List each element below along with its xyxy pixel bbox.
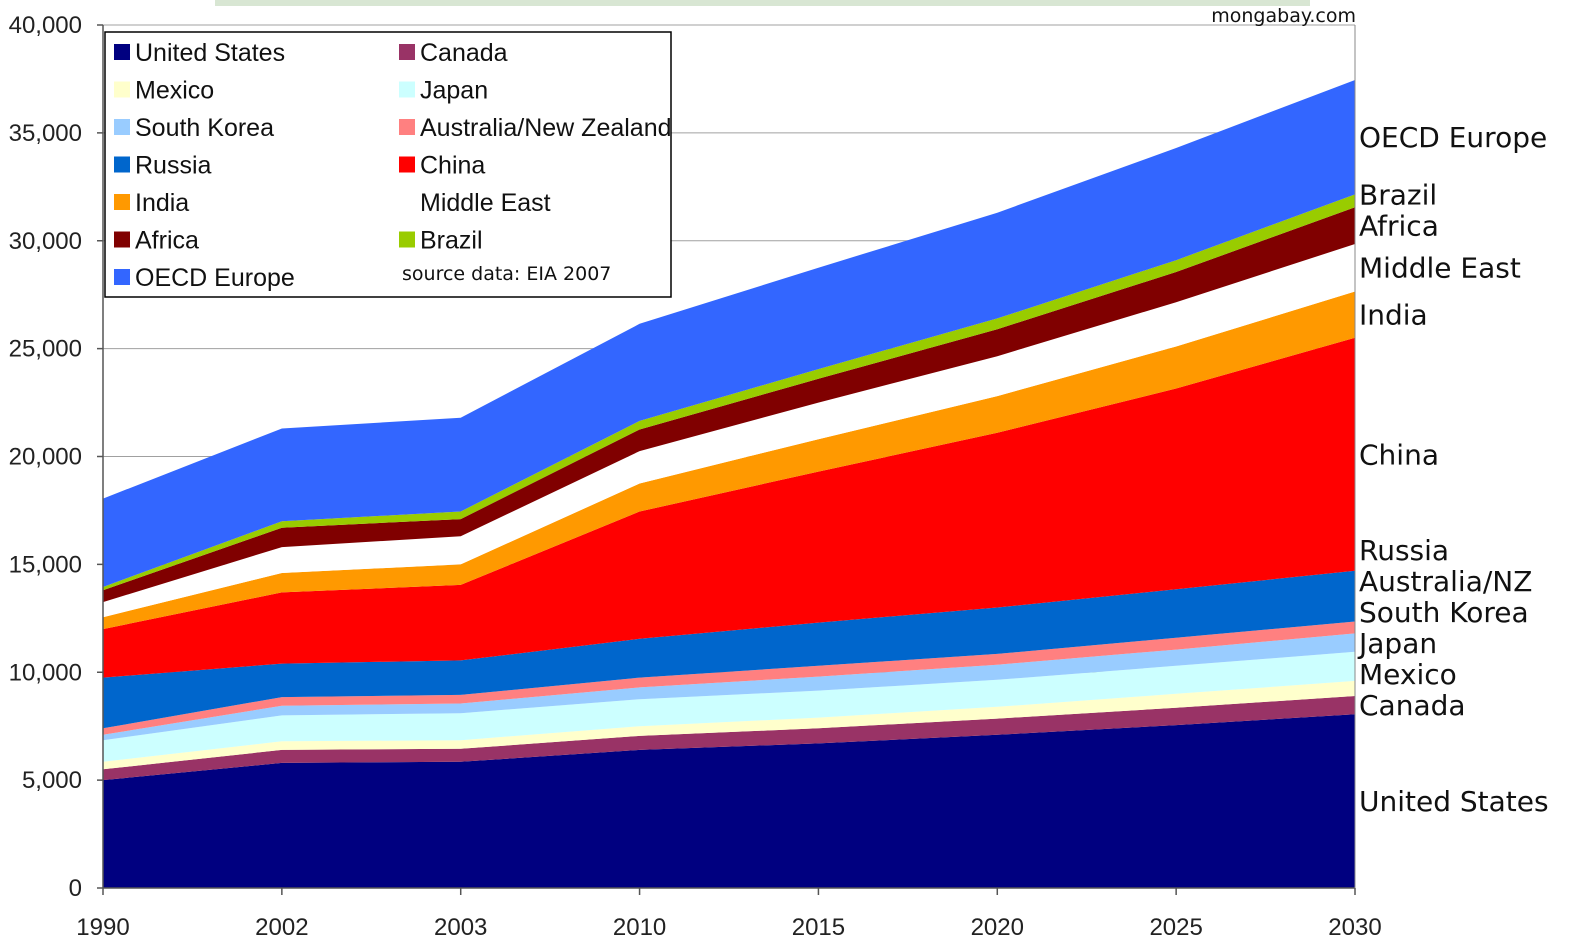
legend-label-india: India [135,189,189,217]
area-australia-new-zealand [103,621,1355,735]
area-mexico [103,680,1355,770]
area-india [103,291,1355,630]
area-united-states [103,714,1355,888]
area-china [103,337,1355,678]
x-tick-label: 2010 [613,914,666,941]
legend-swatch-united-states [114,44,130,60]
legend-box [104,31,672,298]
legend-swatch-mexico [114,81,130,98]
x-tick-labels: 1990 2002 2003 2010 2015 2020 2025 2030 [76,914,1381,941]
legend: United States Canada Mexico Japan South Kore… [104,31,672,298]
area-south-korea [103,633,1355,741]
area-africa [103,207,1355,603]
legend-swatch-india [114,194,130,210]
y-tick-label: 40,000 [9,12,82,39]
legend-swatch-china [399,156,415,173]
legend-swatch-brazil [399,231,415,248]
legend-label-africa: Africa [135,227,199,255]
legend-swatch-africa [114,231,130,248]
area-canada [103,696,1355,781]
area-russia [103,570,1355,729]
legend-label-australia-new-zealand: Australia/New Zealand [420,114,672,142]
legend-swatch-canada [399,44,415,60]
axes [97,24,1356,895]
area-japan [103,651,1355,762]
y-tick-labels: 0 5,000 10,000 15,000 20,000 25,000 30,000 35,0… [9,12,82,902]
area-oecd-europe [103,80,1355,587]
side-label-russia: Russia [1359,534,1449,567]
legend-label-russia: Russia [135,152,212,180]
legend-swatch-middle-east [399,194,415,210]
x-tick-label: 2003 [434,914,487,941]
legend-swatch-russia [114,156,130,173]
side-label-australia-new-zealand: Australia/NZ [1359,565,1532,598]
legend-swatch-south-korea [114,119,130,135]
side-label-brazil: Brazil [1359,179,1437,212]
x-tick-label: 2030 [1328,914,1381,941]
x-tick-label: 2025 [1149,914,1202,941]
legend-swatch-australia-new-zealand [399,119,415,135]
legend-source-note: source data: EIA 2007 [402,263,611,285]
legend-label-middle-east: Middle East [420,189,551,217]
side-label-india: India [1359,299,1428,332]
y-tick-label: 20,000 [9,444,82,471]
legend-label-south-korea: South Korea [135,114,274,142]
side-label-mexico: Mexico [1359,658,1457,691]
legend-swatch-oecd-europe [114,269,130,285]
side-label-canada: Canada [1359,689,1466,722]
side-label-united-states: United States [1359,785,1549,818]
y-tick-label: 25,000 [9,336,82,363]
x-tick-label: 2020 [971,914,1024,941]
side-label-oecd-europe: OECD Europe [1359,121,1547,154]
y-tick-label: 5,000 [22,767,82,794]
legend-label-united-states: United States [135,39,285,67]
side-label-africa: Africa [1359,210,1439,243]
watermark: mongabay.com [1211,5,1356,27]
legend-swatch-japan [399,81,415,98]
y-tick-label: 10,000 [9,659,82,686]
legend-label-mexico: Mexico [135,77,214,105]
legend-label-oecd-europe: OECD Europe [135,264,295,292]
y-tick-label: 0 [69,875,82,902]
side-label-middle-east: Middle East [1359,252,1521,285]
legend-items: United States Canada Mexico Japan South Kore… [114,39,672,292]
y-tick-label: 30,000 [9,228,82,255]
legend-label-china: China [420,152,485,180]
y-tick-label: 35,000 [9,120,82,147]
legend-label-brazil: Brazil [420,227,483,255]
y-tick-label: 15,000 [9,551,82,578]
legend-label-canada: Canada [420,39,508,67]
legend-label-japan: Japan [420,77,488,105]
side-label-south-korea: South Korea [1359,596,1529,629]
side-label-japan: Japan [1357,627,1437,660]
area-series [103,80,1355,888]
x-tick-label: 2002 [255,914,308,941]
x-tick-label: 1990 [76,914,129,941]
side-label-china: China [1359,438,1439,471]
title-banner [215,0,1310,6]
area-middle-east [103,244,1355,618]
x-tick-label: 2015 [792,914,845,941]
